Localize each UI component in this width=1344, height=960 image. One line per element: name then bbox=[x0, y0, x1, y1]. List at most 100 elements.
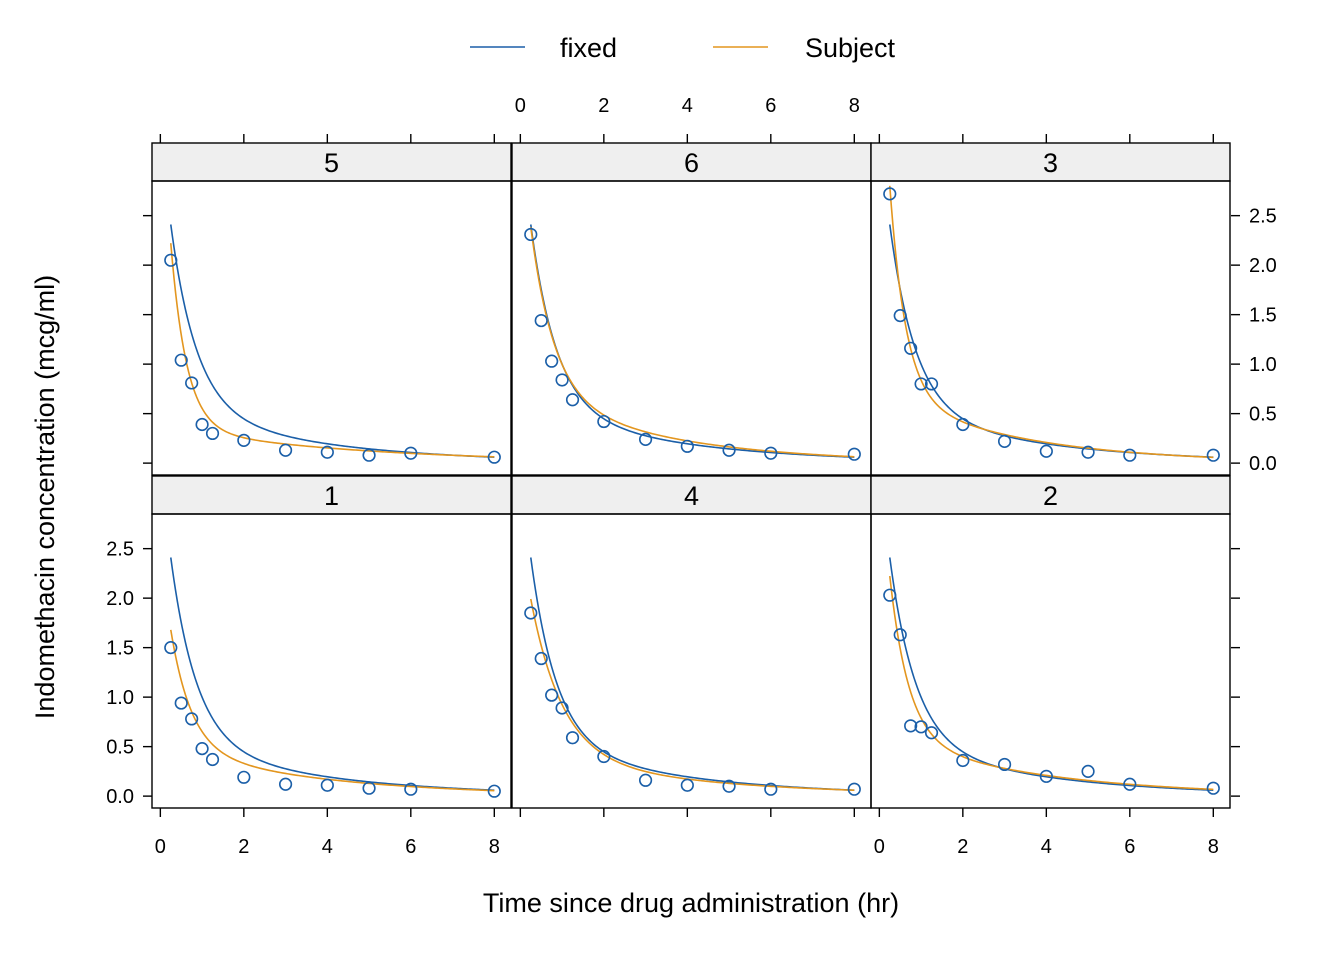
data-point bbox=[597, 749, 611, 764]
data-point bbox=[924, 377, 939, 391]
panels: 5 6 3 1 4 2 bbox=[151, 142, 1231, 809]
data-point bbox=[524, 606, 538, 620]
strip-label-1: 1 bbox=[324, 481, 339, 511]
y-tick-label-right: 0.0 bbox=[1249, 453, 1277, 475]
panel-6: 6 bbox=[511, 142, 872, 476]
data-point bbox=[680, 439, 694, 453]
panel-frame-1 bbox=[151, 513, 512, 809]
data-point bbox=[638, 432, 653, 446]
data-point bbox=[545, 688, 559, 702]
x-tick-label-bottom: 8 bbox=[1208, 836, 1219, 858]
data-point bbox=[278, 443, 293, 457]
y-tick-label-left: 0.0 bbox=[106, 786, 134, 808]
y-tick-label-right: 2.0 bbox=[1249, 255, 1277, 277]
data-point bbox=[164, 253, 178, 267]
x-tick-label-bottom: 6 bbox=[405, 836, 416, 858]
data-point bbox=[904, 719, 918, 733]
data-point bbox=[883, 588, 897, 602]
subject-curve bbox=[529, 598, 855, 792]
y-tick-label-left: 1.0 bbox=[106, 687, 134, 709]
strip-2 bbox=[870, 475, 1231, 515]
data-point bbox=[997, 757, 1012, 772]
data-point bbox=[320, 778, 334, 792]
data-point bbox=[362, 781, 376, 795]
data-point bbox=[1123, 777, 1137, 791]
panel-frame-6 bbox=[511, 180, 872, 476]
data-point bbox=[893, 309, 907, 323]
panel-3: 3 bbox=[870, 142, 1231, 476]
strip-3 bbox=[870, 142, 1231, 182]
strip-label-2: 2 bbox=[1043, 481, 1058, 511]
x-tick-label-bottom: 2 bbox=[238, 836, 249, 858]
data-point bbox=[205, 426, 220, 441]
x-tick-label-bottom: 0 bbox=[874, 836, 885, 858]
x-tick-label-top: 2 bbox=[598, 95, 609, 117]
strip-6 bbox=[511, 142, 872, 182]
strip-4 bbox=[511, 475, 872, 515]
panel-frame-4 bbox=[511, 513, 872, 809]
y-tick-label-right: 0.5 bbox=[1249, 404, 1277, 426]
panel-frame-2 bbox=[870, 513, 1231, 809]
data-point bbox=[195, 417, 209, 432]
data-point bbox=[555, 701, 569, 715]
data-point bbox=[914, 720, 928, 734]
y-tick-label-left: 1.5 bbox=[106, 638, 134, 660]
panel-2: 2 bbox=[870, 475, 1231, 809]
data-point bbox=[764, 446, 778, 460]
data-point bbox=[1206, 448, 1220, 462]
data-point bbox=[237, 433, 251, 447]
data-point bbox=[914, 377, 928, 391]
fixed-curve bbox=[169, 224, 495, 458]
data-point bbox=[174, 696, 188, 710]
data-point bbox=[565, 393, 580, 407]
data-point bbox=[524, 227, 538, 242]
data-point bbox=[722, 443, 736, 457]
data-point bbox=[320, 445, 334, 459]
legend: fixed Subject bbox=[470, 33, 896, 63]
data-point bbox=[487, 784, 501, 798]
subject-curve bbox=[169, 243, 495, 458]
data-point bbox=[555, 373, 569, 387]
data-point bbox=[1039, 444, 1053, 458]
data-point bbox=[956, 753, 970, 768]
data-point bbox=[893, 628, 907, 642]
data-point bbox=[638, 773, 653, 787]
data-point bbox=[997, 434, 1012, 448]
x-tick-label-bottom: 8 bbox=[489, 836, 500, 858]
data-point bbox=[1123, 448, 1137, 462]
x-axis-label: Time since drug administration (hr) bbox=[483, 888, 899, 918]
legend-label-fixed: fixed bbox=[560, 33, 617, 63]
subject-curve bbox=[888, 575, 1214, 791]
fixed-curve bbox=[529, 557, 855, 791]
x-tick-label-top: 6 bbox=[765, 95, 776, 117]
data-point bbox=[1081, 764, 1095, 778]
fixed-curve bbox=[888, 224, 1214, 458]
data-point bbox=[1039, 769, 1053, 783]
fixed-curve bbox=[888, 557, 1214, 791]
data-point bbox=[404, 782, 418, 796]
x-tick-label-top: 8 bbox=[849, 95, 860, 117]
data-point bbox=[237, 770, 251, 784]
data-point bbox=[404, 446, 418, 460]
strip-label-3: 3 bbox=[1043, 148, 1058, 178]
data-point bbox=[205, 752, 220, 767]
data-point bbox=[847, 447, 861, 461]
data-point bbox=[185, 376, 199, 390]
panel-5: 5 bbox=[151, 142, 512, 476]
y-tick-label-left: 2.0 bbox=[106, 588, 134, 610]
y-tick-label-right: 1.5 bbox=[1249, 305, 1277, 327]
data-point bbox=[565, 731, 580, 745]
data-point bbox=[1081, 445, 1095, 459]
strip-label-4: 4 bbox=[684, 481, 699, 511]
data-point bbox=[956, 417, 970, 432]
strip-label-6: 6 bbox=[684, 148, 699, 178]
axes: 0 2 4 6 8 0 2 4 6 8 0 2 4 6 8 0.0 0.5 1.0 1.5 2.0 2.5 0.0 0.5 1… bbox=[106, 95, 1277, 858]
data-point bbox=[1206, 781, 1220, 795]
x-tick-label-bottom: 0 bbox=[155, 836, 166, 858]
data-point bbox=[534, 313, 548, 328]
fixed-curve bbox=[169, 557, 495, 791]
data-point bbox=[534, 651, 548, 666]
data-point bbox=[487, 450, 501, 464]
x-tick-label-bottom: 2 bbox=[957, 836, 968, 858]
